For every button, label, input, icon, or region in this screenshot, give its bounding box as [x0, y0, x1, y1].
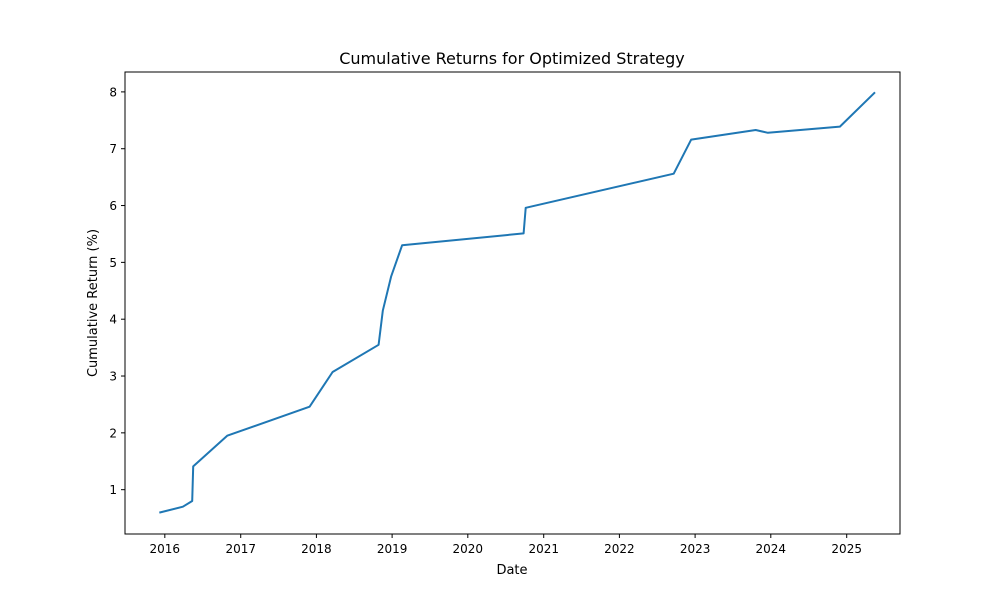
x-tick-label: 2020 [453, 542, 484, 556]
x-tick-label: 2024 [756, 542, 787, 556]
y-tick-label: 6 [109, 199, 117, 213]
y-tick-label: 4 [109, 313, 117, 327]
series-layer [159, 91, 876, 514]
y-tick-label: 8 [109, 85, 117, 99]
y-tick-label: 3 [109, 370, 117, 384]
plot-area-frame [124, 71, 901, 535]
y-axis-label: Cumulative Return (%) [86, 229, 101, 377]
x-tick-label: 2019 [377, 542, 408, 556]
x-tick-label: 2021 [528, 542, 559, 556]
y-tick-label: 2 [109, 426, 117, 440]
x-axis-ticks: 2016 2017 2018 2019 2020 2021 2022 2023 2024 2025 [150, 534, 862, 556]
x-tick-label: 2023 [680, 542, 711, 556]
x-tick-label: 2025 [831, 542, 862, 556]
x-tick-label: 2016 [150, 542, 181, 556]
y-tick-label: 1 [109, 483, 117, 497]
y-tick-label: 5 [109, 256, 117, 270]
y-tick-label: 7 [109, 142, 117, 156]
x-axis-label: Date [496, 563, 527, 578]
x-tick-label: 2017 [225, 542, 256, 556]
chart-title: Cumulative Returns for Optimized Strateg… [339, 49, 685, 68]
x-tick-label: 2022 [604, 542, 635, 556]
x-tick-label: 2018 [301, 542, 332, 556]
y-axis-ticks: 1 2 3 4 5 6 7 8 [109, 85, 125, 497]
